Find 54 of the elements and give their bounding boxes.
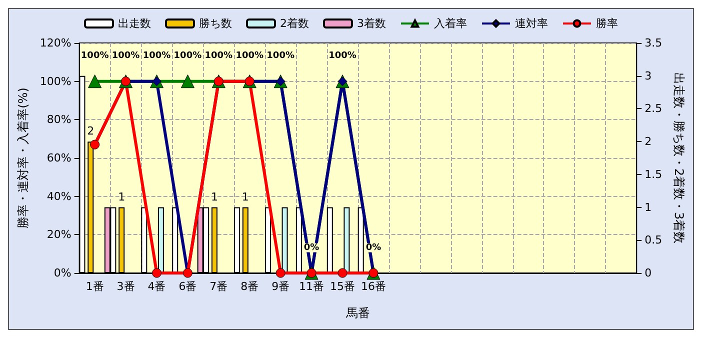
y-axis-title: 勝率・連対率・入着率(%)	[16, 88, 30, 228]
data-label: 0%	[304, 242, 320, 253]
legend-label: 勝ち数	[199, 17, 232, 30]
legend-label: 2着数	[280, 17, 309, 30]
x-tick-label: 3番	[116, 280, 135, 293]
x-tick-label: 11番	[299, 280, 324, 293]
data-label: 100%	[112, 51, 140, 62]
data-label: 100%	[204, 51, 233, 62]
y-tick-label: 40%	[46, 190, 72, 203]
x-tick-label: 4番	[148, 280, 166, 293]
data-label: 100%	[328, 51, 356, 62]
y2-tick-label: 1	[644, 200, 652, 214]
y2-tick-label: 2	[644, 135, 652, 148]
data-label: 100%	[266, 51, 294, 62]
data-label: 100%	[174, 51, 202, 62]
y2-tick-label: 0.5	[644, 234, 662, 247]
data-label: 100%	[142, 51, 171, 62]
data-label: 100%	[236, 51, 264, 62]
x-tick-label: 6番	[178, 280, 197, 293]
x-axis-title: 馬番	[344, 306, 370, 320]
data-label: 2	[87, 124, 94, 138]
x-tick-label: 15番	[330, 280, 355, 293]
legend-label: 勝率	[596, 17, 618, 30]
y-tick-label: 60%	[46, 152, 72, 164]
y-tick-label: 0%	[54, 266, 72, 280]
y-tick-label: 20%	[46, 228, 72, 242]
data-label: 0%	[366, 242, 382, 253]
legend-label: 入着率	[434, 17, 467, 30]
point	[88, 74, 102, 88]
y2-tick-label: 3	[644, 69, 652, 82]
legend-label: 3着数	[357, 17, 386, 30]
y-tick-label: 80%	[46, 113, 72, 126]
x-tick-label: 9番	[272, 280, 290, 293]
data-label: 100%	[80, 51, 109, 62]
data-label: 1	[118, 190, 126, 204]
point	[276, 268, 286, 278]
y-tick-label: 100%	[40, 74, 72, 88]
data-label: 1	[210, 190, 218, 204]
legend-label: 連対率	[515, 17, 548, 30]
y2-tick-label: 3.5	[644, 36, 662, 50]
legend-label: 出走数	[118, 17, 151, 30]
point	[180, 74, 194, 88]
y2-tick-label: 2.5	[644, 102, 662, 116]
x-tick-label: 8番	[240, 280, 259, 293]
x-tick-label: 16番	[360, 280, 386, 293]
y2-tick-label: 1.5	[644, 168, 662, 181]
y2-tick-label: 0	[644, 266, 652, 280]
x-tick-label: 1番	[86, 280, 104, 293]
x-tick-label: 7番	[210, 280, 228, 293]
point	[338, 268, 348, 278]
y-tick-label: 120%	[40, 36, 72, 50]
data-label: 1	[242, 190, 249, 204]
y2-axis-title: 出走数・勝ち数・2着数・3着数	[672, 72, 686, 244]
point	[152, 268, 162, 278]
